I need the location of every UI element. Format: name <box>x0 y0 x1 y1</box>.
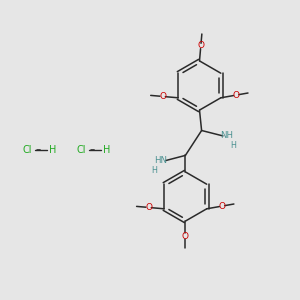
Text: –: – <box>36 144 41 154</box>
Text: O: O <box>219 202 226 211</box>
Text: O: O <box>197 41 204 50</box>
Text: O: O <box>145 203 152 212</box>
Text: –: – <box>90 144 95 154</box>
Text: Cl: Cl <box>76 145 86 155</box>
Text: O: O <box>182 232 189 241</box>
Text: H: H <box>151 166 157 175</box>
Text: O: O <box>159 92 166 101</box>
Text: H: H <box>49 145 56 155</box>
Text: Cl: Cl <box>22 145 32 155</box>
Text: HN: HN <box>154 156 167 165</box>
Text: O: O <box>233 91 240 100</box>
Text: NH: NH <box>220 131 233 140</box>
Text: H: H <box>103 145 110 155</box>
Text: H: H <box>230 141 236 150</box>
